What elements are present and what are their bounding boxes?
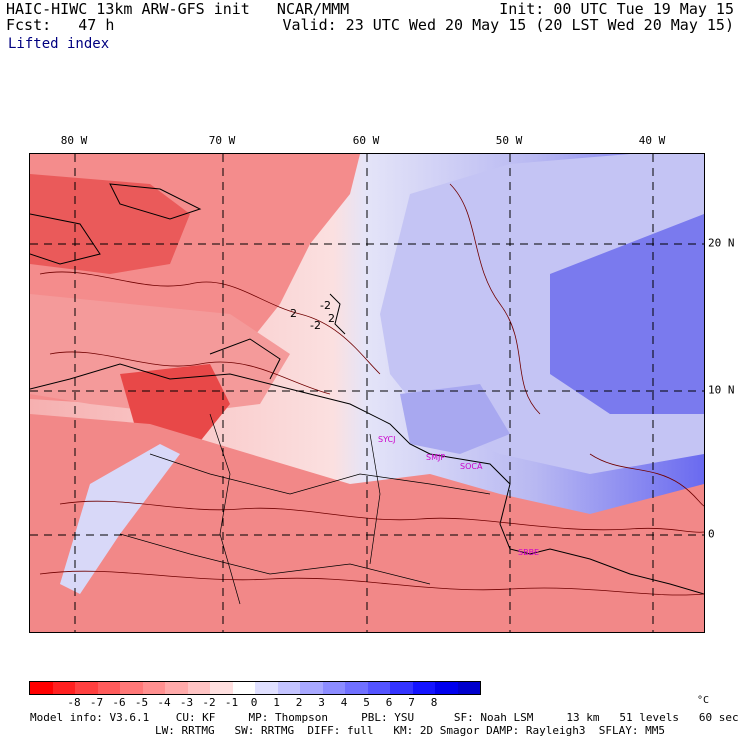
forecast-hour: Fcst: 47 h (6, 16, 115, 34)
lon-label-60w: 60 W (352, 134, 380, 147)
header-left: HAIC-HIWC 13km ARW-GFS init NCAR/MMM Fcs… (6, 1, 349, 33)
colorbar-tick-label: 6 (385, 696, 393, 709)
model-title: HAIC-HIWC 13km ARW-GFS init NCAR/MMM (6, 0, 350, 18)
contour-line-3 (59, 500, 704, 533)
colorbar-swatch (367, 682, 390, 694)
country-border-2 (119, 533, 431, 585)
lon-label-50w: 50 W (495, 134, 523, 147)
colorbar-tick-label: -3 (179, 696, 194, 709)
colorbar-tick-label: 0 (250, 696, 258, 709)
positive-patch-coast (400, 384, 510, 454)
lon-label-40w: 40 W (638, 134, 666, 147)
strong-positive-atlantic (550, 214, 704, 414)
colorbar-swatch (457, 682, 480, 694)
colorbar-swatch (165, 682, 188, 694)
colorbar-tick-label: -1 (224, 696, 239, 709)
colorbar-swatch (232, 682, 255, 694)
colorbar-swatch (75, 682, 98, 694)
station-smjp: SMJP (426, 453, 445, 462)
colorbar-tick-label: -8 (67, 696, 81, 709)
colorbar-tick-label: -7 (89, 696, 104, 709)
colorbar-tick-label: 2 (295, 696, 303, 709)
negative-region-central (30, 294, 290, 414)
station-sycj: SYCJ (378, 435, 395, 444)
cuba-jamaica-outline (30, 213, 101, 265)
colorbar-tick-label: 3 (318, 696, 325, 709)
colorbar-swatch (390, 682, 413, 694)
contour-line-2 (49, 351, 331, 395)
colorbar-swatch (52, 682, 75, 694)
colorbar-swatch (30, 682, 53, 694)
colorbar-tick-label: 5 (363, 696, 370, 709)
country-border-3 (209, 413, 241, 605)
colorbar-swatch (435, 682, 458, 694)
contour-line-4 (39, 570, 704, 596)
contour-line-1 (39, 271, 381, 375)
colorbar-swatch (345, 682, 368, 694)
contour-line-5 (449, 183, 541, 415)
colorbar-tick-label: -5 (134, 696, 149, 709)
lesser-antilles-outline (329, 293, 346, 335)
colorbar-tick-label: -6 (112, 696, 126, 709)
colorbar-tick-label: 7 (408, 696, 415, 709)
map-panel: 2 -2 2 -2 SYCJ SMJP SOCA SBBE (29, 153, 705, 633)
colorbar-tick-label: 1 (273, 696, 280, 709)
positive-region-andes (60, 444, 180, 594)
colorbar-tick-label: -2 (202, 696, 216, 709)
station-sbbe: SBBE (518, 548, 539, 557)
init-time: Init: 00 UTC Tue 19 May 15 (499, 0, 734, 18)
colorbar-swatch (210, 682, 233, 694)
contour-label-1: 2 (290, 307, 297, 320)
footer-physics-info: LW: RRTMG SW: RRTMG DIFF: full KM: 2D Sm… (155, 724, 665, 737)
south-america-coastline (30, 363, 704, 595)
colorbar (29, 681, 481, 695)
colorbar-swatch (120, 682, 143, 694)
lat-label-equator: 0 (708, 527, 715, 541)
country-border-1 (149, 453, 491, 495)
station-soca: SOCA (460, 462, 483, 471)
colorbar-tick-label: -4 (157, 696, 171, 709)
colorbar-tick-label: 4 (340, 696, 348, 709)
colorbar-unit: °C (697, 695, 710, 706)
contour-label-3: 2 (328, 312, 335, 325)
colorbar-swatch (322, 682, 345, 694)
colorbar-swatch (255, 682, 278, 694)
colorbar-tick-label: 8 (430, 696, 438, 709)
footer-model-info: Model info: V3.6.1 CU: KF MP: Thompson P… (30, 711, 739, 724)
field-name: Lifted index (8, 36, 110, 52)
contour-line-6 (589, 453, 704, 507)
contour-label-4: -2 (310, 319, 321, 332)
contour-label-2: -2 (320, 299, 331, 312)
lifted-index-map: 2 -2 2 -2 SYCJ SMJP SOCA SBBE (30, 154, 704, 632)
colorbar-swatch (300, 682, 323, 694)
lon-label-80w: 80 W (60, 134, 88, 147)
strong-negative-north (30, 174, 190, 274)
country-border-4 (369, 433, 381, 565)
header-right: Init: 00 UTC Tue 19 May 15 Valid: 23 UTC… (282, 1, 734, 33)
lat-lon-grid (30, 154, 704, 632)
lon-label-70w: 70 W (208, 134, 236, 147)
hispaniola-outline (109, 183, 202, 220)
colorbar-swatch (412, 682, 435, 694)
colorbar-swatch (187, 682, 210, 694)
lat-label-10n: 10 N (708, 383, 735, 397)
colorbar-swatch (277, 682, 300, 694)
colorbar-swatch (97, 682, 120, 694)
lat-label-20n: 20 N (708, 236, 735, 250)
colorbar-swatch (142, 682, 165, 694)
valid-time: Valid: 23 UTC Wed 20 May 15 (20 LST Wed … (282, 16, 734, 34)
gulf-of-paria-outline (209, 338, 281, 380)
